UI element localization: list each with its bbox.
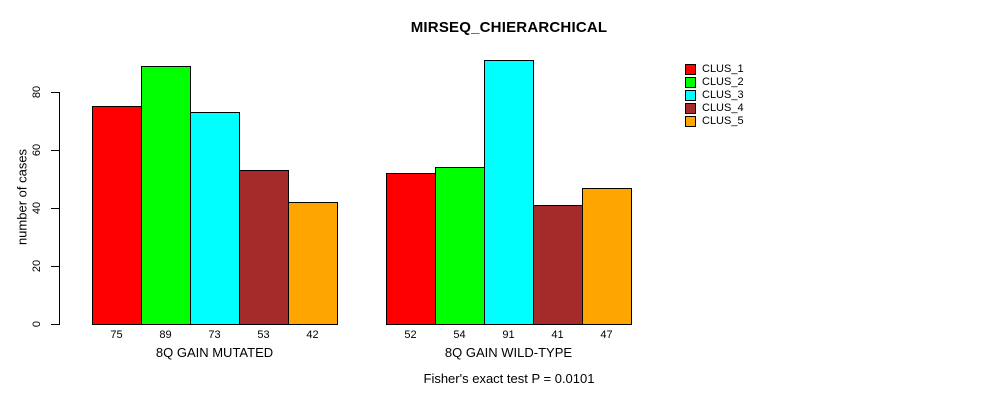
legend-swatch [685, 116, 696, 127]
bar-value-label: 53 [257, 329, 270, 341]
bar-value-label: 52 [404, 329, 417, 341]
bar-clus_5-group2 [582, 188, 632, 325]
legend-row: CLUS_3 [685, 90, 744, 101]
group-label: 8Q GAIN WILD-TYPE [444, 345, 573, 360]
y-tick-label: 80 [31, 85, 43, 99]
bar-value-label: 54 [453, 329, 466, 341]
bar-value-label: 47 [600, 329, 613, 341]
legend-row: CLUS_4 [685, 103, 744, 114]
bar-value-label: 41 [551, 329, 564, 341]
chart-title: MIRSEQ_CHIERARCHICAL [410, 19, 608, 36]
bar-clus_4-group2 [533, 205, 583, 325]
legend-swatch [685, 64, 696, 75]
legend: CLUS_1 CLUS_2 CLUS_3 CLUS_4 CLUS_5 [685, 64, 744, 129]
bar-value-label: 42 [306, 329, 319, 341]
bar-clus_2-group1 [141, 66, 191, 325]
bar-value-label: 89 [159, 329, 172, 341]
legend-label: CLUS_3 [702, 89, 744, 101]
y-tick [51, 92, 59, 93]
bar-value-label: 73 [208, 329, 221, 341]
y-tick [51, 150, 59, 151]
bar-clus_4-group1 [239, 170, 289, 325]
legend-row: CLUS_2 [685, 77, 744, 88]
y-tick-label: 40 [31, 201, 43, 215]
y-tick [51, 266, 59, 267]
legend-row: CLUS_1 [685, 64, 744, 75]
bar-clus_3-group2 [484, 60, 534, 325]
legend-swatch [685, 90, 696, 101]
fisher-test-caption: Fisher's exact test P = 0.0101 [423, 371, 595, 386]
bar-value-label: 75 [110, 329, 123, 341]
y-tick-label: 0 [31, 320, 43, 328]
legend-label: CLUS_2 [702, 76, 744, 88]
legend-label: CLUS_4 [702, 102, 744, 114]
bar-clus_1-group1 [92, 106, 142, 325]
y-tick [51, 324, 59, 325]
y-tick-label: 60 [31, 143, 43, 157]
bar-clus_3-group1 [190, 112, 240, 325]
bar-clus_2-group2 [435, 167, 485, 325]
y-tick [51, 208, 59, 209]
y-tick-label: 20 [31, 259, 43, 273]
legend-label: CLUS_1 [702, 63, 744, 75]
legend-label: CLUS_5 [702, 115, 744, 127]
group-label: 8Q GAIN MUTATED [155, 345, 274, 360]
y-axis-line [59, 92, 60, 325]
bar-value-label: 91 [502, 329, 515, 341]
legend-swatch [685, 103, 696, 114]
bar-clus_5-group1 [288, 202, 338, 325]
legend-row: CLUS_5 [685, 116, 744, 127]
y-axis-title: number of cases [14, 148, 30, 246]
legend-swatch [685, 77, 696, 88]
bar-clus_1-group2 [386, 173, 436, 325]
